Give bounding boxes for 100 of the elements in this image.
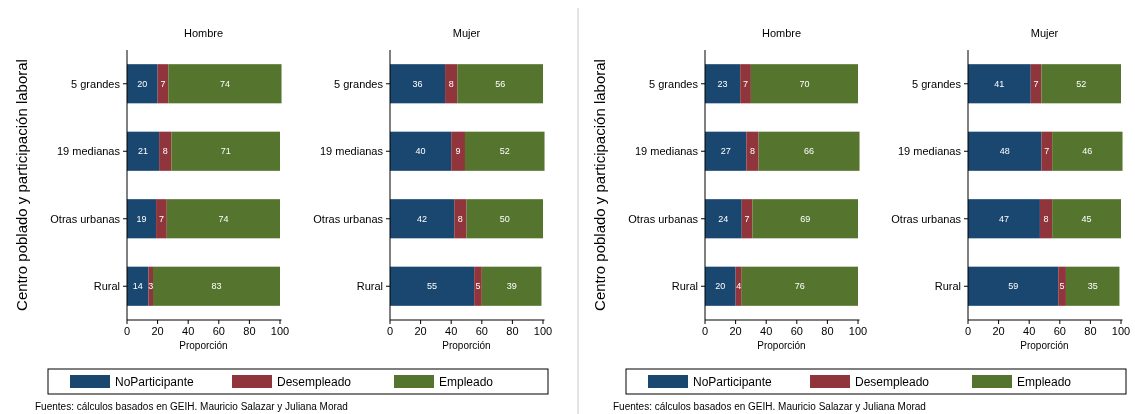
y-tick-label: Rural bbox=[93, 280, 120, 293]
x-tick-label: 20 bbox=[151, 325, 164, 337]
bar bbox=[1052, 131, 1123, 171]
data-label: 23 bbox=[717, 78, 728, 89]
y-tick-label: Rural bbox=[671, 280, 698, 293]
y-tick-label: Otras urbanas bbox=[891, 212, 962, 225]
data-label: 8 bbox=[448, 78, 454, 89]
bar bbox=[474, 266, 482, 306]
bar bbox=[741, 266, 858, 306]
x-tick-label: 100 bbox=[848, 325, 868, 337]
data-label: 69 bbox=[800, 213, 811, 224]
data-label: 46 bbox=[1082, 146, 1093, 157]
data-label: 39 bbox=[506, 281, 517, 292]
data-label: 83 bbox=[211, 281, 222, 292]
x-tick-label: 40 bbox=[182, 325, 195, 337]
bar bbox=[1041, 64, 1121, 104]
data-label: 8 bbox=[457, 213, 463, 224]
data-label: 7 bbox=[1044, 146, 1050, 157]
data-label: 59 bbox=[1008, 281, 1019, 292]
data-label: 47 bbox=[998, 213, 1009, 224]
data-label: 66 bbox=[804, 146, 815, 157]
x-tick-label: 20 bbox=[414, 325, 427, 337]
x-tick-label: 60 bbox=[475, 325, 488, 337]
x-tick-label: 100 bbox=[533, 325, 553, 337]
bar bbox=[148, 266, 154, 306]
bar bbox=[127, 131, 160, 171]
bar bbox=[968, 64, 1031, 104]
data-label: 45 bbox=[1081, 213, 1092, 224]
bar bbox=[758, 131, 860, 171]
legend-label: Empleado bbox=[1017, 374, 1072, 389]
legend-label: Desempleado bbox=[855, 374, 930, 389]
bar bbox=[740, 64, 751, 104]
y-tick-label: Rural bbox=[934, 280, 961, 293]
bar bbox=[166, 199, 280, 239]
data-label: 9 bbox=[455, 146, 461, 157]
bar bbox=[1052, 199, 1121, 239]
bar bbox=[481, 266, 542, 306]
x-tick-label: 100 bbox=[1111, 325, 1131, 337]
data-label: 40 bbox=[415, 146, 426, 157]
bar bbox=[705, 199, 742, 239]
x-tick-label: 0 bbox=[701, 325, 709, 337]
x-tick-label: 40 bbox=[1023, 325, 1036, 337]
x-tick-label: 80 bbox=[1084, 325, 1097, 337]
bar bbox=[1041, 131, 1053, 171]
bar bbox=[705, 64, 741, 104]
bar bbox=[457, 64, 543, 104]
data-label: 42 bbox=[417, 213, 428, 224]
x-tick-label: 40 bbox=[445, 325, 458, 337]
legend-label: NoParticipante bbox=[115, 374, 195, 389]
y-axis-title: Centro poblado y participación laboral bbox=[13, 59, 30, 311]
bar bbox=[464, 131, 545, 171]
bar bbox=[968, 199, 1040, 239]
source-note: Fuentes: cálculos basados en GEIH. Mauricio Salazar y Juliana Morad bbox=[613, 401, 926, 412]
data-label: 14 bbox=[132, 281, 143, 292]
bar bbox=[390, 64, 446, 104]
y-tick-label: 19 medianas bbox=[635, 145, 699, 158]
data-label: 7 bbox=[744, 213, 750, 224]
data-label: 74 bbox=[218, 213, 229, 224]
bar bbox=[1058, 266, 1066, 306]
bar bbox=[968, 266, 1059, 306]
x-tick-label: 60 bbox=[790, 325, 803, 337]
data-label: 4 bbox=[736, 281, 742, 292]
x-axis-title: Proporción bbox=[442, 340, 491, 351]
y-tick-label: Rural bbox=[356, 280, 383, 293]
y-tick-label: Otras urbanas bbox=[50, 212, 121, 225]
data-label: 50 bbox=[499, 213, 510, 224]
data-label: 3 bbox=[148, 281, 154, 292]
y-tick-label: 19 medianas bbox=[898, 145, 962, 158]
x-tick-label: 20 bbox=[729, 325, 742, 337]
bar bbox=[750, 64, 858, 104]
chart-title: Mujer bbox=[1030, 27, 1059, 39]
bar bbox=[1065, 266, 1120, 306]
bar bbox=[752, 199, 858, 239]
data-label: 48 bbox=[999, 146, 1010, 157]
data-label: 52 bbox=[1076, 78, 1087, 89]
bar bbox=[390, 266, 475, 306]
y-tick-label: Otras urbanas bbox=[313, 212, 384, 225]
bar bbox=[153, 266, 280, 306]
y-tick-label: 5 grandes bbox=[334, 77, 384, 90]
bar bbox=[390, 131, 452, 171]
bar bbox=[445, 64, 458, 104]
y-tick-label: 5 grandes bbox=[912, 77, 962, 90]
x-tick-label: 20 bbox=[992, 325, 1005, 337]
chart-title: Hombre bbox=[183, 27, 224, 39]
data-label: 35 bbox=[1087, 281, 1098, 292]
data-label: 5 bbox=[475, 281, 481, 292]
data-label: 19 bbox=[136, 213, 147, 224]
y-tick-label: 19 medianas bbox=[320, 145, 384, 158]
bar bbox=[390, 199, 455, 239]
bar bbox=[1039, 199, 1053, 239]
y-tick-label: 5 grandes bbox=[649, 77, 699, 90]
x-tick-label: 100 bbox=[270, 325, 290, 337]
data-label: 20 bbox=[715, 281, 726, 292]
chart-title: Hombre bbox=[761, 27, 802, 39]
bar bbox=[168, 64, 282, 104]
data-label: 55 bbox=[427, 281, 438, 292]
legend-label: Empleado bbox=[439, 374, 494, 389]
x-tick-label: 60 bbox=[212, 325, 225, 337]
bar bbox=[454, 199, 467, 239]
data-label: 24 bbox=[718, 213, 729, 224]
